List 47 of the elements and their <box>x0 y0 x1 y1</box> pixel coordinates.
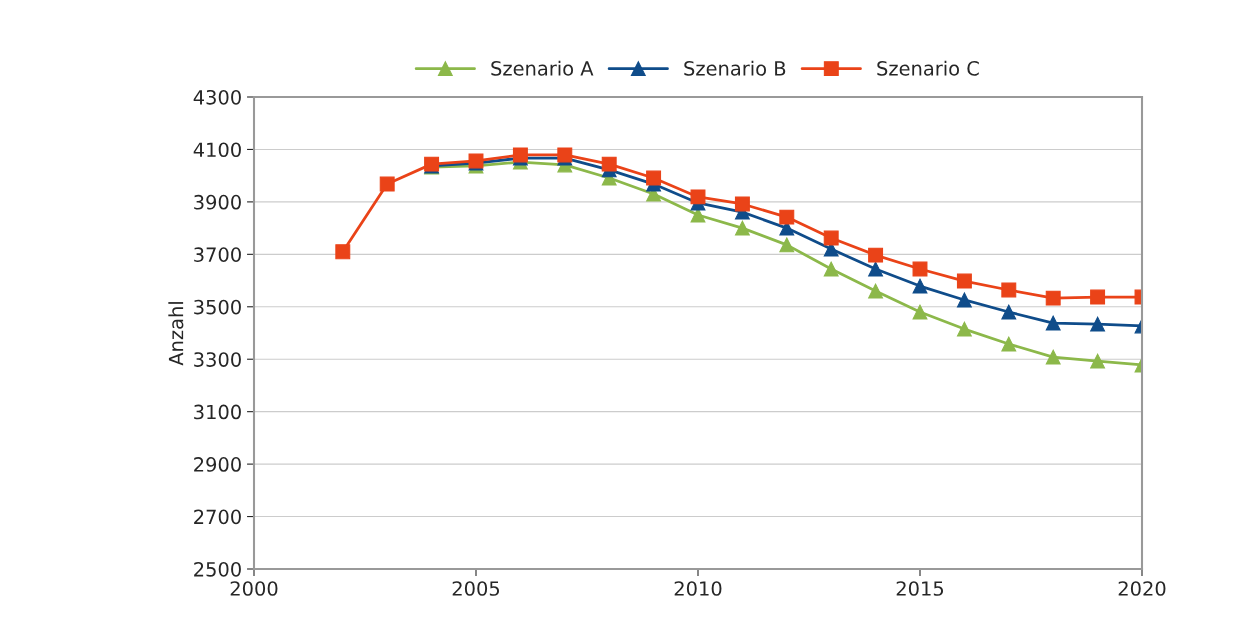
point <box>912 278 928 294</box>
point <box>379 176 395 192</box>
x-tick-label: 2020 <box>1118 581 1166 596</box>
point <box>335 244 351 260</box>
point <box>823 261 839 277</box>
point <box>1001 336 1017 352</box>
point <box>868 247 884 263</box>
y-tick-label: 3900 <box>194 194 241 210</box>
point <box>734 196 750 212</box>
point <box>912 304 928 320</box>
legend-label: Szenario C <box>877 60 979 76</box>
y-tick-label: 4100 <box>193 142 241 158</box>
y-tick-label: 3100 <box>194 404 241 420</box>
point <box>868 283 884 299</box>
y-tick-label: 2900 <box>194 457 241 472</box>
y-tick-label: 3700 <box>194 247 241 262</box>
point <box>956 273 972 289</box>
point <box>779 237 795 253</box>
point <box>868 261 884 277</box>
point <box>1001 282 1017 298</box>
point <box>690 189 706 205</box>
point <box>823 230 839 246</box>
legend-label: Szenario B <box>684 60 786 76</box>
x-tick-label: 2015 <box>896 581 944 596</box>
x-tick-label: 2010 <box>674 581 722 596</box>
x-tick-label: 2000 <box>230 581 278 596</box>
point <box>1045 315 1061 331</box>
y-tick-label: 3500 <box>194 299 241 315</box>
point <box>1001 304 1017 320</box>
point <box>956 321 972 337</box>
point <box>646 170 662 186</box>
y-tick-label: 3300 <box>194 352 241 367</box>
legend-label: Szenario A <box>491 60 594 76</box>
y-tick-label: 2700 <box>194 509 241 525</box>
x-tick-label: 2005 <box>452 581 500 596</box>
point <box>601 156 617 172</box>
point <box>734 220 750 236</box>
y-axis-title: Anzahl <box>168 302 184 366</box>
point <box>779 209 795 225</box>
point <box>956 292 972 308</box>
point <box>1045 290 1061 306</box>
y-tick-label: 2500 <box>194 561 241 577</box>
point <box>1045 349 1061 365</box>
y-tick-label: 4300 <box>193 89 241 105</box>
point <box>1090 316 1106 332</box>
point <box>1090 353 1106 369</box>
point <box>1090 289 1106 305</box>
